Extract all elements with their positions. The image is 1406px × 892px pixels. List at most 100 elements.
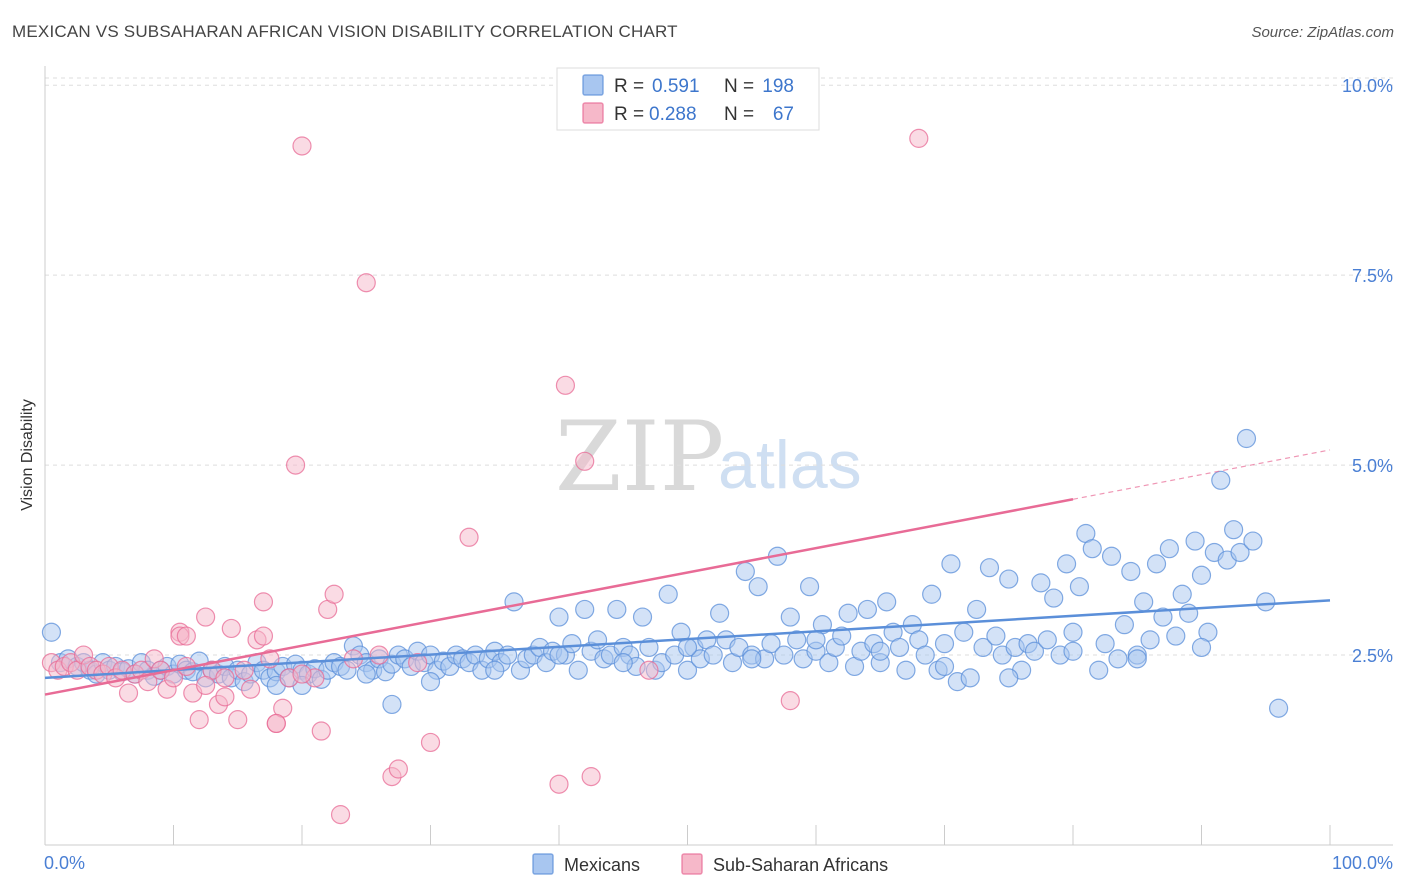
mexicans-point [780, 607, 800, 627]
mexicans-point [1095, 634, 1115, 654]
mexicans-point [742, 649, 762, 669]
subsaharan-point [311, 721, 331, 741]
mexicans-point [806, 630, 826, 650]
mexicans-point [677, 637, 698, 658]
subsaharan-point [356, 273, 376, 293]
mexicans-point [1134, 592, 1154, 612]
mexicans-point [1236, 428, 1257, 449]
mexicans-point [967, 599, 987, 620]
subsaharan-point [555, 375, 576, 395]
mexicans-point [799, 577, 820, 597]
mexicans-point [832, 626, 852, 646]
mexicans-point [735, 561, 755, 582]
mexicans-point [934, 634, 955, 654]
mexicans-point [748, 577, 768, 597]
mexicans-point [420, 672, 441, 692]
subsaharan-point [196, 607, 216, 627]
mexicans-point [1108, 649, 1128, 669]
subsaharan-point [581, 767, 601, 787]
subsaharan-point [228, 710, 248, 730]
mexicans-point [485, 660, 505, 680]
mexicans-point [1166, 626, 1186, 646]
mexicans-point [877, 592, 897, 612]
mexicans-trend-line [44, 599, 1331, 680]
subsaharan-point [118, 683, 139, 703]
subsaharan-point [780, 691, 800, 711]
mexicans-point [979, 558, 1000, 578]
subsaharan-point [330, 805, 351, 825]
mexicans-point [549, 607, 569, 627]
subsaharan-point [189, 710, 209, 730]
mexicans-point [1024, 641, 1045, 661]
subsaharan-point [909, 128, 929, 148]
mexicans-point [774, 645, 794, 665]
mexicans-point [1224, 520, 1244, 540]
mexicans-point [960, 668, 980, 688]
bottom-legend-swatch-mexicans [532, 853, 554, 875]
mexicans-point [613, 653, 633, 673]
mexicans-point [1256, 592, 1276, 612]
mexicans-point [1044, 588, 1064, 608]
subsaharan-point [196, 675, 216, 696]
mexicans-point [1230, 542, 1250, 563]
mexicans-point [1121, 561, 1141, 582]
mexicans-point [1243, 531, 1263, 551]
mexicans-point [1069, 577, 1090, 597]
bottom-legend-swatch-subsaharan [681, 853, 703, 875]
subsaharan-trend-extension [1072, 449, 1331, 500]
subsaharan-point [575, 451, 595, 471]
legend-swatch-mexicans [582, 74, 604, 96]
legend-n-value-subsaharan: 67 [773, 104, 794, 125]
x-tick-label: 0.0% [44, 853, 85, 873]
legend-r-value-mexicans: 0.591 [652, 76, 700, 97]
x-tick-label: 100.0% [1332, 853, 1393, 873]
legend-swatch-subsaharan [582, 102, 604, 124]
mexicans-point [382, 694, 402, 715]
mexicans-point [941, 554, 961, 574]
legend-n-value-mexicans: 198 [762, 76, 794, 97]
subsaharan-point [420, 732, 441, 753]
subsaharan-point [459, 527, 479, 547]
mexicans-point [1172, 584, 1192, 604]
mexicans-point [607, 599, 627, 620]
mexicans-point [568, 660, 588, 680]
mexicans-point [504, 592, 524, 612]
mexicans-point [1127, 649, 1147, 669]
mexicans-point [986, 626, 1006, 646]
mexicans-point [1082, 539, 1102, 559]
subsaharan-trend-line [44, 498, 1074, 696]
subsaharan-point [266, 713, 286, 734]
watermark: ZIP atlas [555, 401, 862, 513]
subsaharan-point [324, 584, 344, 604]
y-tick-label: 5.0% [1352, 456, 1393, 476]
legend-r-value-subsaharan: 0.288 [649, 104, 697, 125]
mexicans-point [1146, 554, 1167, 574]
mexicans-point [1185, 531, 1205, 551]
mexicans-point [1268, 698, 1289, 718]
legend-n-label: N = [724, 76, 754, 97]
subsaharan-point [292, 664, 312, 684]
subsaharan-point [241, 679, 261, 699]
bottom-legend: Mexicans Sub-Saharan Africans [532, 853, 888, 875]
bottom-legend-label-mexicans: Mexicans [564, 855, 640, 875]
subsaharan-point [253, 592, 274, 612]
gridlines [45, 77, 1393, 656]
y-tick-label: 10.0% [1342, 76, 1393, 96]
mexicans-point [934, 656, 955, 677]
mexicans-point [658, 584, 678, 604]
mexicans-point [973, 637, 993, 658]
mexicans-point [562, 634, 582, 654]
mexicans-point [587, 630, 608, 650]
mexicans-point [1153, 607, 1173, 627]
mexicans-point [999, 569, 1019, 589]
mexicans-point [922, 584, 942, 604]
mexicans-point [549, 645, 569, 665]
mexicans-point [632, 607, 653, 627]
mexicans-point [787, 630, 807, 650]
subsaharan-point [369, 645, 389, 665]
subsaharan-point [234, 660, 254, 680]
subsaharan-point [176, 626, 196, 646]
mexicans-point [1101, 546, 1122, 566]
mexicans-point [915, 645, 935, 665]
mexicans-point [1089, 660, 1109, 680]
